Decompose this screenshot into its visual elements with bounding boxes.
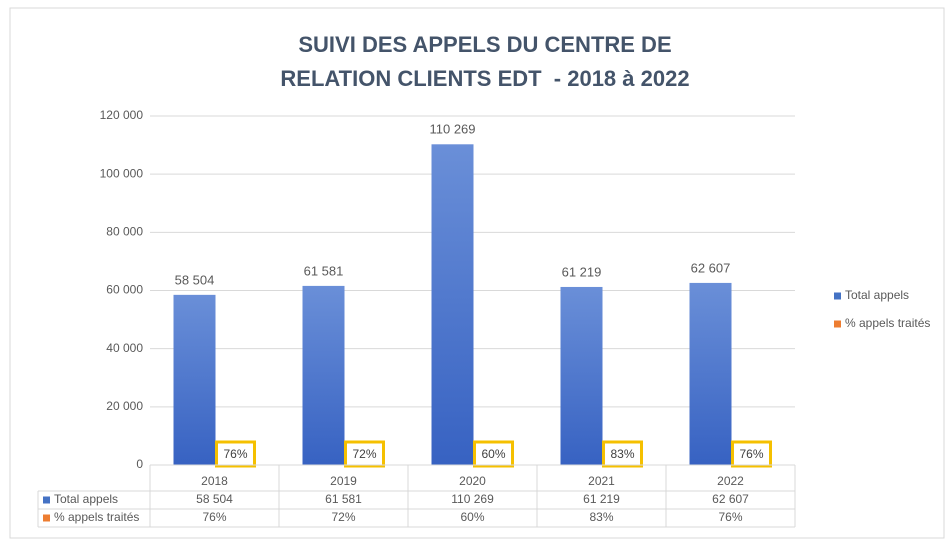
legend-label: Total appels (845, 288, 909, 302)
x-tick-label: 2018 (201, 474, 228, 488)
y-tick-label: 120 000 (100, 108, 144, 122)
table-cell: 76% (718, 510, 742, 524)
data-label-box (473, 440, 514, 468)
table-row-label: % appels traités (54, 510, 139, 524)
data-label: 76% (739, 447, 763, 461)
chart-title: SUIVI DES APPELS DU CENTRE DE (298, 32, 671, 57)
bar (560, 286, 603, 465)
data-label-box (602, 440, 643, 468)
data-label: 110 269 (429, 122, 475, 137)
data-label: 61 219 (562, 264, 602, 279)
bar (173, 294, 216, 465)
y-tick-label: 100 000 (100, 166, 144, 180)
table-cell: 110 269 (451, 492, 494, 506)
table-legend-key (43, 496, 50, 504)
bar (302, 285, 345, 465)
x-tick-label: 2020 (459, 474, 486, 488)
table-cell: 61 581 (325, 492, 362, 506)
data-label-box (731, 440, 772, 468)
table-cell: 60% (460, 510, 484, 524)
table-legend-key (43, 514, 50, 522)
x-tick-label: 2019 (330, 474, 357, 488)
bar (689, 282, 732, 465)
legend-key (834, 320, 841, 328)
data-label: 72% (352, 447, 376, 461)
chart-title: RELATION CLIENTS EDT - 2018 à 2022 (280, 66, 689, 91)
table-cell: 76% (202, 510, 226, 524)
data-label-box (344, 440, 385, 468)
table-cell: 58 504 (196, 492, 233, 506)
y-tick-label: 40 000 (106, 341, 143, 355)
table-cell: 72% (331, 510, 355, 524)
x-tick-label: 2022 (717, 474, 744, 488)
table-row-label: Total appels (54, 492, 118, 506)
data-label: 76% (223, 447, 247, 461)
bar (431, 144, 474, 465)
y-tick-label: 60 000 (106, 283, 143, 297)
data-label: 60% (481, 447, 505, 461)
data-label-box (215, 440, 256, 468)
data-label: 58 504 (175, 272, 215, 287)
y-tick-label: 0 (136, 457, 143, 471)
y-tick-label: 80 000 (106, 225, 143, 239)
legend-key (834, 292, 841, 300)
table-cell: 62 607 (712, 492, 749, 506)
y-tick-label: 20 000 (106, 399, 143, 413)
data-label: 61 581 (304, 263, 344, 278)
data-label: 62 607 (691, 260, 731, 275)
table-cell: 83% (589, 510, 613, 524)
data-label: 83% (610, 447, 634, 461)
legend-label: % appels traités (845, 316, 930, 330)
x-tick-label: 2021 (588, 474, 615, 488)
table-cell: 61 219 (583, 492, 620, 506)
